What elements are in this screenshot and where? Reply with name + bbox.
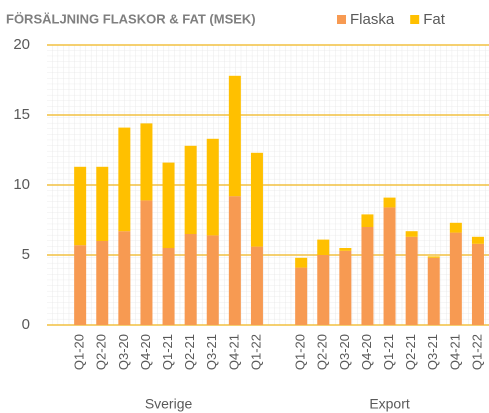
bar-segment — [184, 234, 197, 325]
x-tick-label: Q4-21 — [226, 334, 241, 370]
bar-segment — [118, 231, 131, 325]
legend-swatch — [410, 15, 420, 24]
y-tick-label: 5 — [22, 246, 30, 263]
bar-segment — [361, 227, 374, 325]
legend-swatch — [337, 15, 346, 24]
bar-segment — [339, 250, 352, 325]
y-tick-label: 10 — [13, 176, 30, 193]
legend-label: Flaska — [350, 11, 395, 28]
group-label: Sverige — [145, 396, 193, 412]
x-tick-label: Q4-20 — [359, 334, 374, 370]
bar-segment — [206, 138, 219, 236]
x-tick-label: Q4-21 — [447, 334, 462, 370]
bar-segment — [295, 267, 308, 325]
bar-segment — [449, 232, 462, 325]
bar-segment — [228, 196, 241, 325]
bar-segment — [228, 75, 241, 197]
x-tick-label: Q1-21 — [381, 334, 396, 370]
x-tick-label: Q2-20 — [94, 334, 109, 370]
bar-segment — [184, 145, 197, 234]
bar-segment — [74, 245, 87, 325]
bar-segment — [427, 256, 440, 258]
bar-segment — [206, 235, 219, 325]
chart-title: FÖRSÄLJNING FLASKOR & FAT (MSEK) — [6, 11, 256, 26]
bar-segment — [471, 236, 484, 244]
bar-segment — [96, 166, 109, 241]
y-tick-label: 15 — [13, 106, 30, 123]
legend-label: Fat — [423, 11, 446, 28]
x-tick-label: Q4-20 — [138, 334, 153, 370]
x-tick-label: Q2-21 — [182, 334, 197, 370]
bar-segment — [361, 214, 374, 227]
bar-segment — [449, 222, 462, 233]
bar-segment — [96, 241, 109, 325]
x-tick-label: Q3-21 — [425, 334, 440, 370]
bar-segment — [74, 166, 87, 246]
bar-segment — [405, 236, 418, 325]
bar-segment — [427, 257, 440, 325]
x-tick-label: Q1-20 — [293, 334, 308, 370]
bar-segment — [162, 162, 175, 248]
bar-segment — [250, 152, 263, 247]
bar-segment — [383, 207, 396, 325]
x-tick-label: Q1-21 — [160, 334, 175, 370]
x-tick-label: Q3-21 — [204, 334, 219, 370]
bar-segment — [405, 231, 418, 237]
bar-segment — [317, 255, 330, 325]
y-tick-label: 20 — [13, 36, 30, 53]
bar-segment — [295, 257, 308, 268]
bar-segment — [339, 248, 352, 251]
bar-segment — [383, 197, 396, 208]
x-tick-label: Q2-21 — [403, 334, 418, 370]
bar-segment — [140, 123, 153, 201]
x-tick-label: Q1-22 — [248, 334, 263, 370]
bar-segment — [140, 200, 153, 325]
bar-segment — [118, 127, 131, 232]
x-tick-label: Q2-20 — [315, 334, 330, 370]
bar-segment — [317, 239, 330, 255]
y-tick-label: 0 — [22, 316, 30, 333]
group-label: Export — [369, 396, 410, 412]
x-tick-label: Q1-20 — [72, 334, 87, 370]
x-tick-label: Q1-22 — [469, 334, 484, 370]
bar-segment — [250, 246, 263, 325]
x-tick-label: Q3-20 — [337, 334, 352, 370]
bar-segment — [162, 248, 175, 325]
x-tick-label: Q3-20 — [116, 334, 131, 370]
bar-segment — [471, 243, 484, 325]
